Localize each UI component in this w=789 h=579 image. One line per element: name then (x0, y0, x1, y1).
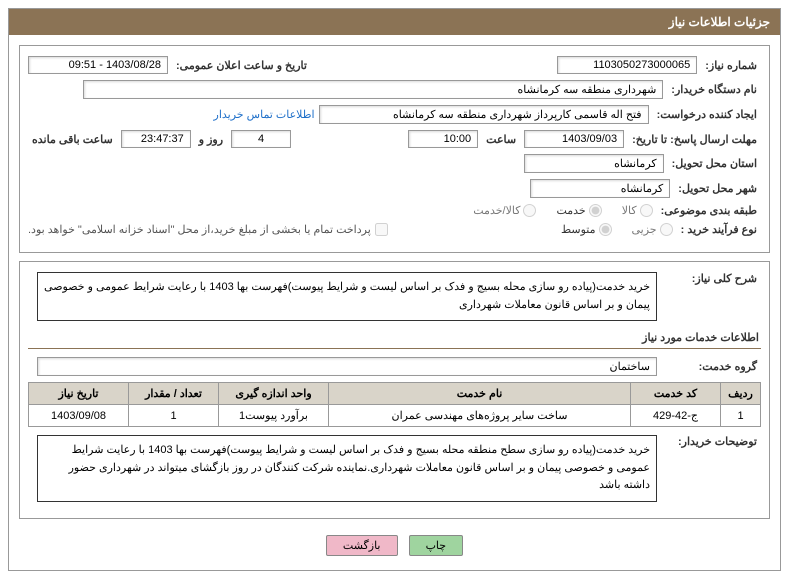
th-code: کد خدمت (631, 383, 721, 405)
details-panel: جزئیات اطلاعات نیاز شماره نیاز: 11030502… (8, 8, 781, 571)
need-no-field: 1103050273000065 (557, 56, 697, 74)
radio-medium-input[interactable] (599, 223, 612, 236)
label-deadline: مهلت ارسال پاسخ: تا تاریخ: (628, 133, 761, 146)
general-desc-text: خرید خدمت(پیاده رو سازی محله بسیج و فدک … (37, 272, 657, 321)
row-city: شهر محل تحویل: کرمانشاه (28, 179, 761, 198)
row-need-no: شماره نیاز: 1103050273000065 تاریخ و ساع… (28, 56, 761, 74)
label-need-no: شماره نیاز: (701, 59, 761, 72)
payment-note: پرداخت تمام یا بخشی از مبلغ خرید،از محل … (28, 223, 388, 236)
label-general-desc: شرح کلی نیاز: (661, 272, 761, 285)
td-qty: 1 (129, 405, 219, 427)
contact-link[interactable]: اطلاعات تماس خریدار (214, 108, 315, 121)
td-unit: برآورد پیوست1 (219, 405, 329, 427)
row-buyer-org: نام دستگاه خریدار: شهرداری منطقه سه کرما… (28, 80, 761, 99)
row-purchase-type: نوع فرآیند خرید : جزیی متوسط پرداخت تمام… (28, 223, 761, 236)
row-subject-class: طبقه بندی موضوعی: کالا خدمت کالا/خدمت (28, 204, 761, 217)
buyer-notes-text: خرید خدمت(پیاده رو سازی سطح منطقه محله ب… (37, 435, 657, 502)
label-purchase-type: نوع فرآیند خرید : (677, 223, 761, 236)
label-days-and: روز و (195, 133, 227, 146)
requester-field: فتح اله قاسمی کارپرداز شهرداری منطقه سه … (319, 105, 649, 124)
services-info-title: اطلاعات خدمات مورد نیاز (28, 327, 761, 349)
payment-checkbox[interactable] (375, 223, 388, 236)
subject-radio-group: کالا خدمت کالا/خدمت (473, 204, 652, 217)
td-row: 1 (721, 405, 761, 427)
announce-dt-field: 1403/08/28 - 09:51 (28, 56, 168, 74)
th-name: نام خدمت (329, 383, 631, 405)
deadline-time-field: 10:00 (408, 130, 478, 148)
label-hour: ساعت (482, 133, 520, 146)
print-button[interactable]: چاپ (409, 535, 464, 556)
services-table: ردیف کد خدمت نام خدمت واحد اندازه گیری ت… (28, 382, 761, 427)
label-service-group: گروه خدمت: (661, 360, 761, 373)
label-requester: ایجاد کننده درخواست: (653, 108, 761, 121)
td-date: 1403/09/08 (29, 405, 129, 427)
table-row: 1 ج-42-429 ساخت سایر پروژه‌های مهندسی عم… (29, 405, 761, 427)
label-province: استان محل تحویل: (668, 157, 761, 170)
city-field: کرمانشاه (530, 179, 670, 198)
th-date: تاریخ نیاز (29, 383, 129, 405)
radio-both[interactable]: کالا/خدمت (473, 204, 536, 217)
button-row: چاپ بازگشت (19, 527, 770, 560)
radio-minor-input[interactable] (660, 223, 673, 236)
label-announce: تاریخ و ساعت اعلان عمومی: (172, 59, 311, 72)
purchase-radio-group: جزیی متوسط (561, 223, 673, 236)
deadline-date-field: 1403/09/03 (524, 130, 624, 148)
time-remaining-field: 23:47:37 (121, 130, 191, 148)
label-time-left: ساعت باقی مانده (28, 133, 117, 146)
th-row: ردیف (721, 383, 761, 405)
row-service-group: گروه خدمت: ساختمان (28, 357, 761, 376)
panel-title: جزئیات اطلاعات نیاز (9, 9, 780, 35)
label-city: شهر محل تحویل: (674, 182, 761, 195)
row-province: استان محل تحویل: کرمانشاه (28, 154, 761, 173)
label-buyer-notes: توضیحات خریدار: (661, 435, 761, 448)
service-group-field: ساختمان (37, 357, 657, 376)
radio-goods[interactable]: کالا (622, 204, 653, 217)
radio-medium[interactable]: متوسط (561, 223, 612, 236)
label-buyer-org: نام دستگاه خریدار: (667, 83, 761, 96)
province-field: کرمانشاه (524, 154, 664, 173)
days-remaining-field: 4 (231, 130, 291, 148)
td-code: ج-42-429 (631, 405, 721, 427)
th-qty: تعداد / مقدار (129, 383, 219, 405)
row-buyer-notes: توضیحات خریدار: خرید خدمت(پیاده رو سازی … (28, 435, 761, 502)
radio-service[interactable]: خدمت (556, 204, 601, 217)
radio-minor[interactable]: جزیی (632, 223, 673, 236)
info-box: شماره نیاز: 1103050273000065 تاریخ و ساع… (19, 45, 770, 253)
label-subject-class: طبقه بندی موضوعی: (657, 204, 761, 217)
desc-box: شرح کلی نیاز: خرید خدمت(پیاده رو سازی مح… (19, 261, 770, 519)
row-general-desc: شرح کلی نیاز: خرید خدمت(پیاده رو سازی مح… (28, 272, 761, 321)
panel-body: شماره نیاز: 1103050273000065 تاریخ و ساع… (9, 35, 780, 570)
radio-service-input[interactable] (589, 204, 602, 217)
table-header-row: ردیف کد خدمت نام خدمت واحد اندازه گیری ت… (29, 383, 761, 405)
radio-goods-input[interactable] (640, 204, 653, 217)
buyer-org-field: شهرداری منطقه سه کرمانشاه (83, 80, 663, 99)
row-deadline: مهلت ارسال پاسخ: تا تاریخ: 1403/09/03 سا… (28, 130, 761, 148)
payment-note-text: پرداخت تمام یا بخشی از مبلغ خرید،از محل … (28, 223, 371, 236)
td-name: ساخت سایر پروژه‌های مهندسی عمران (329, 405, 631, 427)
th-unit: واحد اندازه گیری (219, 383, 329, 405)
row-requester: ایجاد کننده درخواست: فتح اله قاسمی کارپر… (28, 105, 761, 124)
back-button[interactable]: بازگشت (326, 535, 398, 556)
radio-both-input[interactable] (523, 204, 536, 217)
